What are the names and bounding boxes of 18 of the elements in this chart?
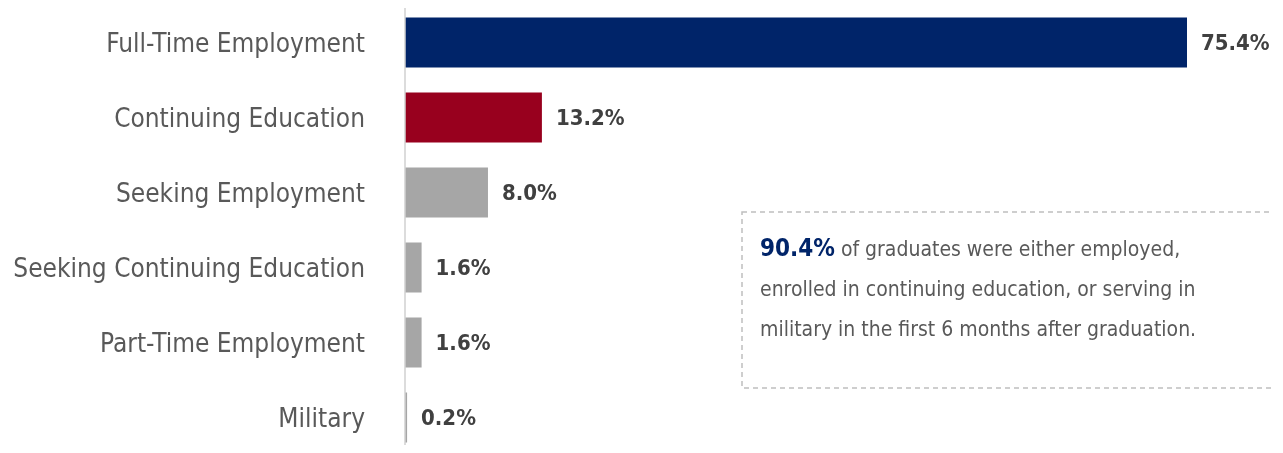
y-tick-label: Full-Time Employment (106, 27, 365, 58)
bar (405, 92, 542, 143)
y-tick-label: Seeking Employment (115, 177, 365, 208)
data-label: 8.0% (501, 180, 558, 206)
annotation: 90.4% of graduates were either employed, enrolled in continuing education, or serving in military in the first 6 months after graduation. (760, 234, 1197, 341)
y-tick-label: Seeking Continuing Education (13, 252, 365, 283)
data-label: 1.6% (435, 330, 491, 356)
bar (405, 242, 422, 293)
y-tick-label: Continuing Education (114, 102, 365, 133)
y-tick-label: Military (278, 402, 366, 433)
data-label: 13.2% (555, 105, 625, 131)
data-label: 0.2% (421, 405, 477, 431)
data-label: 1.6% (435, 255, 491, 281)
data-label: 75.4% (1201, 30, 1270, 56)
y-tick-label: Part-Time Employment (100, 327, 365, 358)
bar (405, 317, 422, 368)
bar (405, 167, 488, 218)
bar (405, 17, 1187, 68)
